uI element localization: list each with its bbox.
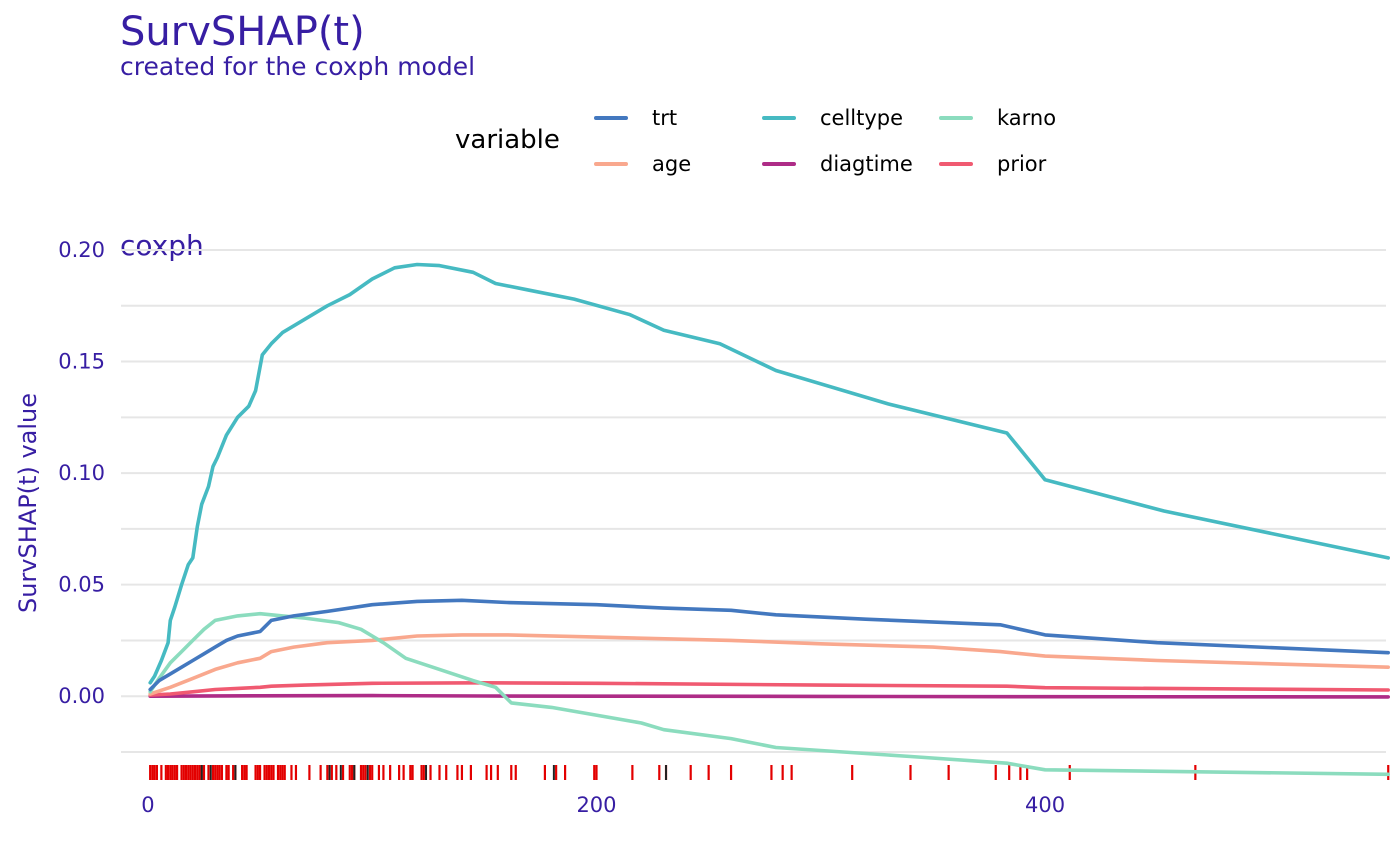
y-tick-label: 0.05	[58, 573, 105, 597]
panel-title: coxph	[120, 229, 204, 262]
legend-key	[594, 162, 628, 166]
series-lines	[148, 262, 1390, 777]
legend-item-celltype: celltype	[762, 103, 903, 133]
series-line-trt	[148, 598, 1390, 692]
series-line-age	[148, 633, 1390, 696]
y-tick-label: 0.15	[58, 350, 105, 374]
legend-label: celltype	[820, 106, 904, 130]
x-tick-label: 200	[576, 793, 616, 817]
legend-key	[762, 116, 796, 120]
chart-subtitle: created for the coxph model	[120, 52, 476, 81]
legend-label: age	[652, 152, 692, 176]
legend-title: variable	[455, 125, 560, 155]
y-axis-ticks: 0.00 0.05 0.10 0.15 0.20	[58, 238, 105, 708]
legend-label: karno	[997, 106, 1057, 130]
x-tick-label: 0	[141, 793, 154, 817]
legend-key	[939, 162, 973, 166]
x-axis-ticks: 0 200 400	[141, 793, 1065, 817]
x-tick-label: 400	[1025, 793, 1065, 817]
legend-key	[594, 116, 628, 120]
legend-item-age: age	[594, 149, 691, 179]
legend-item-karno: karno	[939, 103, 1056, 133]
chart-title: SurvSHAP(t)	[120, 9, 365, 55]
legend-label: prior	[997, 152, 1047, 176]
legend-key	[762, 162, 796, 166]
series-line-celltype	[148, 262, 1390, 685]
legend-item-trt: trt	[594, 103, 677, 133]
legend-item-diagtime: diagtime	[762, 149, 913, 179]
rug-marks	[149, 765, 1390, 780]
legend-key	[939, 116, 973, 120]
y-tick-label: 0.00	[58, 684, 105, 708]
legend-label: diagtime	[820, 152, 913, 176]
series-line-diagtime	[148, 693, 1390, 699]
legend-label: trt	[652, 106, 678, 130]
series-line-prior	[148, 681, 1390, 697]
legend-item-prior: prior	[939, 149, 1046, 179]
y-axis-label: SurvSHAP(t) value	[14, 393, 42, 613]
y-tick-label: 0.10	[58, 461, 105, 485]
y-tick-label: 0.20	[58, 238, 105, 262]
series-line-karno	[148, 611, 1390, 777]
grid-lines	[121, 249, 1386, 753]
